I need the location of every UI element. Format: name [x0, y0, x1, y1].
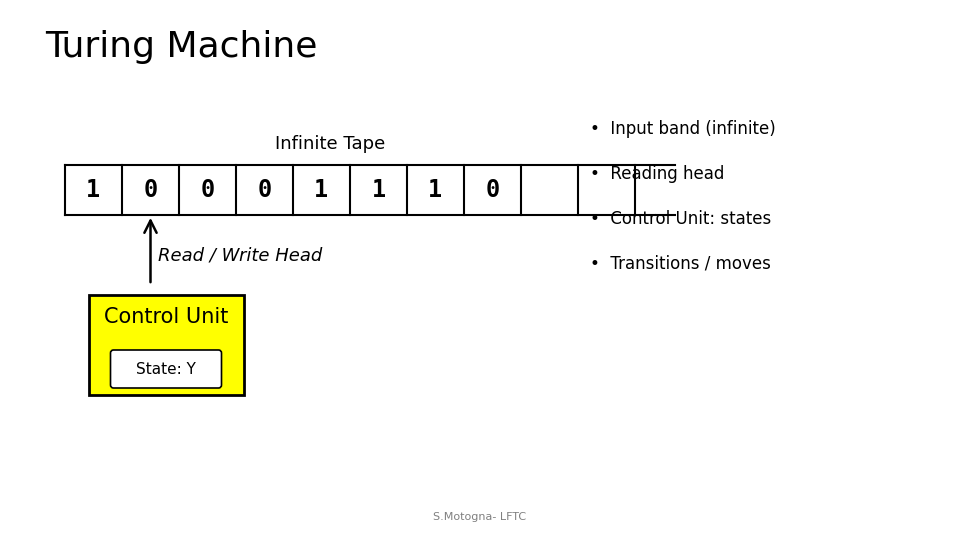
Text: 1: 1: [428, 178, 443, 202]
Text: 1: 1: [314, 178, 328, 202]
Text: 1: 1: [86, 178, 101, 202]
Text: •  Input band (infinite): • Input band (infinite): [590, 120, 776, 138]
Text: Control Unit: Control Unit: [104, 307, 228, 327]
Text: 1: 1: [372, 178, 386, 202]
FancyBboxPatch shape: [88, 295, 244, 395]
Text: 0: 0: [257, 178, 272, 202]
Text: 0: 0: [201, 178, 215, 202]
Text: Turing Machine: Turing Machine: [45, 30, 318, 64]
Text: •  Reading head: • Reading head: [590, 165, 725, 183]
Text: •  Control Unit: states: • Control Unit: states: [590, 210, 771, 228]
Text: 0: 0: [486, 178, 499, 202]
Text: State: Y: State: Y: [136, 361, 196, 376]
FancyBboxPatch shape: [110, 350, 222, 388]
Text: S.Motogna- LFTC: S.Motogna- LFTC: [433, 512, 527, 522]
Text: 0: 0: [143, 178, 157, 202]
Text: Infinite Tape: Infinite Tape: [275, 135, 385, 153]
Text: Read / Write Head: Read / Write Head: [158, 246, 323, 264]
Text: •  Transitions / moves: • Transitions / moves: [590, 255, 771, 273]
